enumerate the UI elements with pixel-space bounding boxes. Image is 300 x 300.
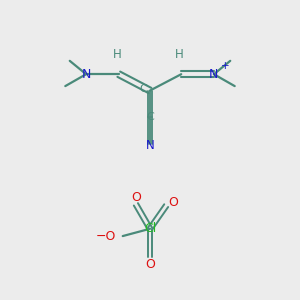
Text: C: C xyxy=(146,112,154,122)
Text: O: O xyxy=(168,196,178,209)
Text: H: H xyxy=(113,48,122,62)
Text: N: N xyxy=(209,68,219,81)
Text: −O: −O xyxy=(96,230,117,243)
Text: C: C xyxy=(140,84,147,94)
Text: N: N xyxy=(146,139,154,152)
Text: H: H xyxy=(175,48,184,62)
Text: O: O xyxy=(145,258,155,271)
Text: O: O xyxy=(131,191,141,204)
Text: Cl: Cl xyxy=(144,222,156,235)
Text: +: + xyxy=(221,61,230,71)
Text: N: N xyxy=(81,68,91,81)
